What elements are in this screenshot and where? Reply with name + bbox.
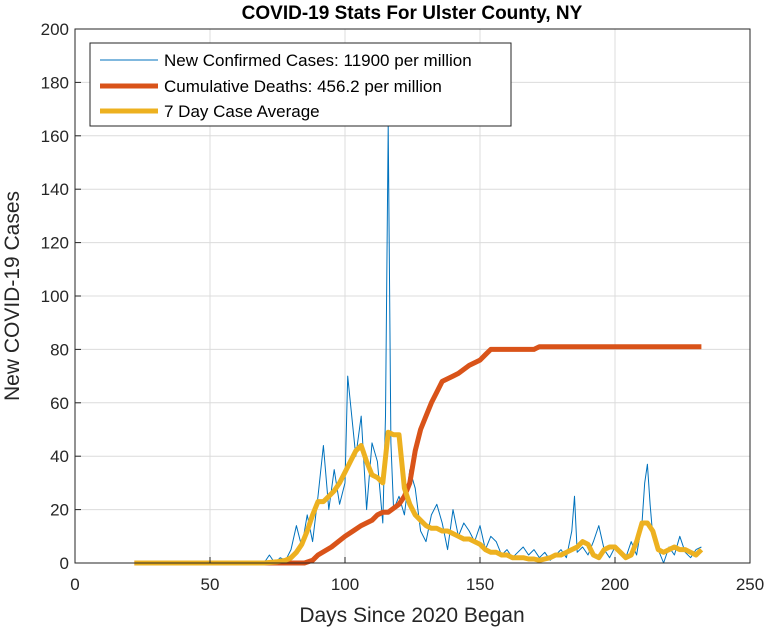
series-line-cumulative-deaths (134, 344, 702, 566)
y-axis-label: New COVID-19 Cases (1, 191, 24, 401)
legend-box (89, 42, 512, 127)
y-tick-label: 100 (41, 287, 69, 306)
legend-label-7day-avg: 7 Day Case Average (164, 102, 320, 121)
y-tick-label: 120 (41, 234, 69, 253)
x-tick-label: 100 (331, 575, 359, 594)
legend-label-new-cases: New Confirmed Cases: 11900 per million (164, 51, 472, 70)
y-tick-label: 40 (50, 447, 69, 466)
x-tick-label: 150 (466, 575, 494, 594)
y-tick-label: 60 (50, 394, 69, 413)
legend-label-deaths: Cumulative Deaths: 456.2 per million (164, 77, 442, 96)
y-tick-label: 20 (50, 501, 69, 520)
y-tick-label: 0 (60, 554, 69, 573)
y-tick-label: 180 (41, 73, 69, 92)
y-tick-label: 80 (50, 340, 69, 359)
x-tick-label: 50 (201, 575, 220, 594)
legend: New Confirmed Cases: 11900 per million C… (89, 42, 512, 127)
series-line-7day-case-average (134, 429, 704, 566)
x-tick-label: 250 (736, 575, 764, 594)
x-tick-label: 0 (70, 575, 79, 594)
chart-title: COVID-19 Stats For Ulster County, NY (242, 3, 583, 24)
x-tick-label: 200 (601, 575, 629, 594)
series-line-new-confirmed-cases (134, 124, 702, 564)
axis-ticks: 0 50 100 150 200 250 0 20 40 60 80 100 120 140 160 180 2… (41, 20, 765, 594)
y-tick-label: 160 (41, 127, 69, 146)
y-tick-label: 200 (41, 20, 69, 39)
x-axis-label: Days Since 2020 Began (299, 604, 524, 627)
y-tick-label: 140 (41, 180, 69, 199)
series-lines (134, 124, 704, 566)
